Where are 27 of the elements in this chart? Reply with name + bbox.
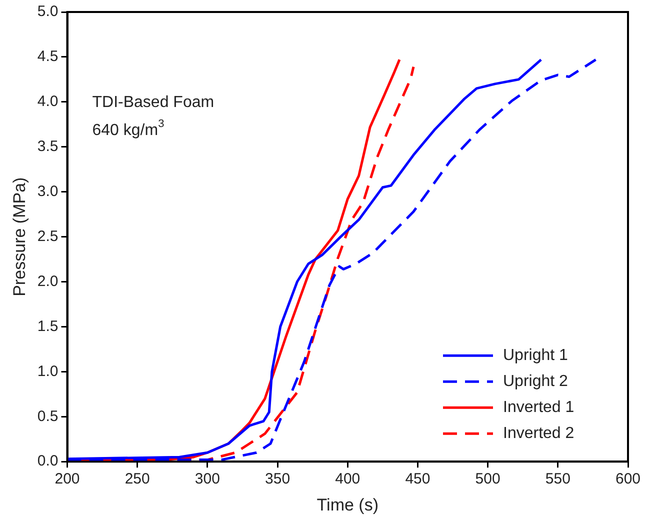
legend-label: Inverted 2 bbox=[503, 425, 574, 442]
y-tick-label: 2.5 bbox=[37, 228, 58, 245]
y-tick-label: 5.0 bbox=[37, 3, 58, 20]
x-tick-label: 200 bbox=[54, 470, 80, 488]
x-tick-label: 350 bbox=[265, 470, 290, 488]
y-tick-label: 4.0 bbox=[37, 93, 58, 110]
legend-label: Upright 2 bbox=[503, 373, 568, 390]
annotation: TDI-Based Foam bbox=[92, 94, 214, 111]
x-tick-label: 250 bbox=[124, 470, 150, 488]
x-tick-label: 500 bbox=[475, 470, 500, 488]
x-tick-label: 300 bbox=[194, 470, 220, 488]
y-tick-label: 1.5 bbox=[37, 318, 58, 335]
x-tick-label: 400 bbox=[335, 470, 360, 488]
x-tick-label: 550 bbox=[545, 470, 570, 488]
y-tick-label: 0.0 bbox=[37, 452, 58, 470]
x-tick-label: 600 bbox=[615, 470, 641, 488]
x-tick-label: 450 bbox=[405, 470, 430, 488]
legend-label: Inverted 1 bbox=[503, 399, 574, 416]
y-tick-label: 2.0 bbox=[37, 272, 58, 290]
y-tick-label: 3.0 bbox=[37, 182, 58, 200]
y-tick-label: 3.5 bbox=[37, 138, 58, 156]
x-axis-title: Time (s) bbox=[316, 495, 378, 514]
y-tick-label: 1.0 bbox=[37, 362, 58, 380]
y-axis-title: Pressure (MPa) bbox=[10, 177, 29, 296]
y-tick-label: 4.5 bbox=[37, 48, 58, 66]
y-tick-label: 0.5 bbox=[37, 408, 58, 425]
legend-label: Upright 1 bbox=[503, 347, 568, 364]
